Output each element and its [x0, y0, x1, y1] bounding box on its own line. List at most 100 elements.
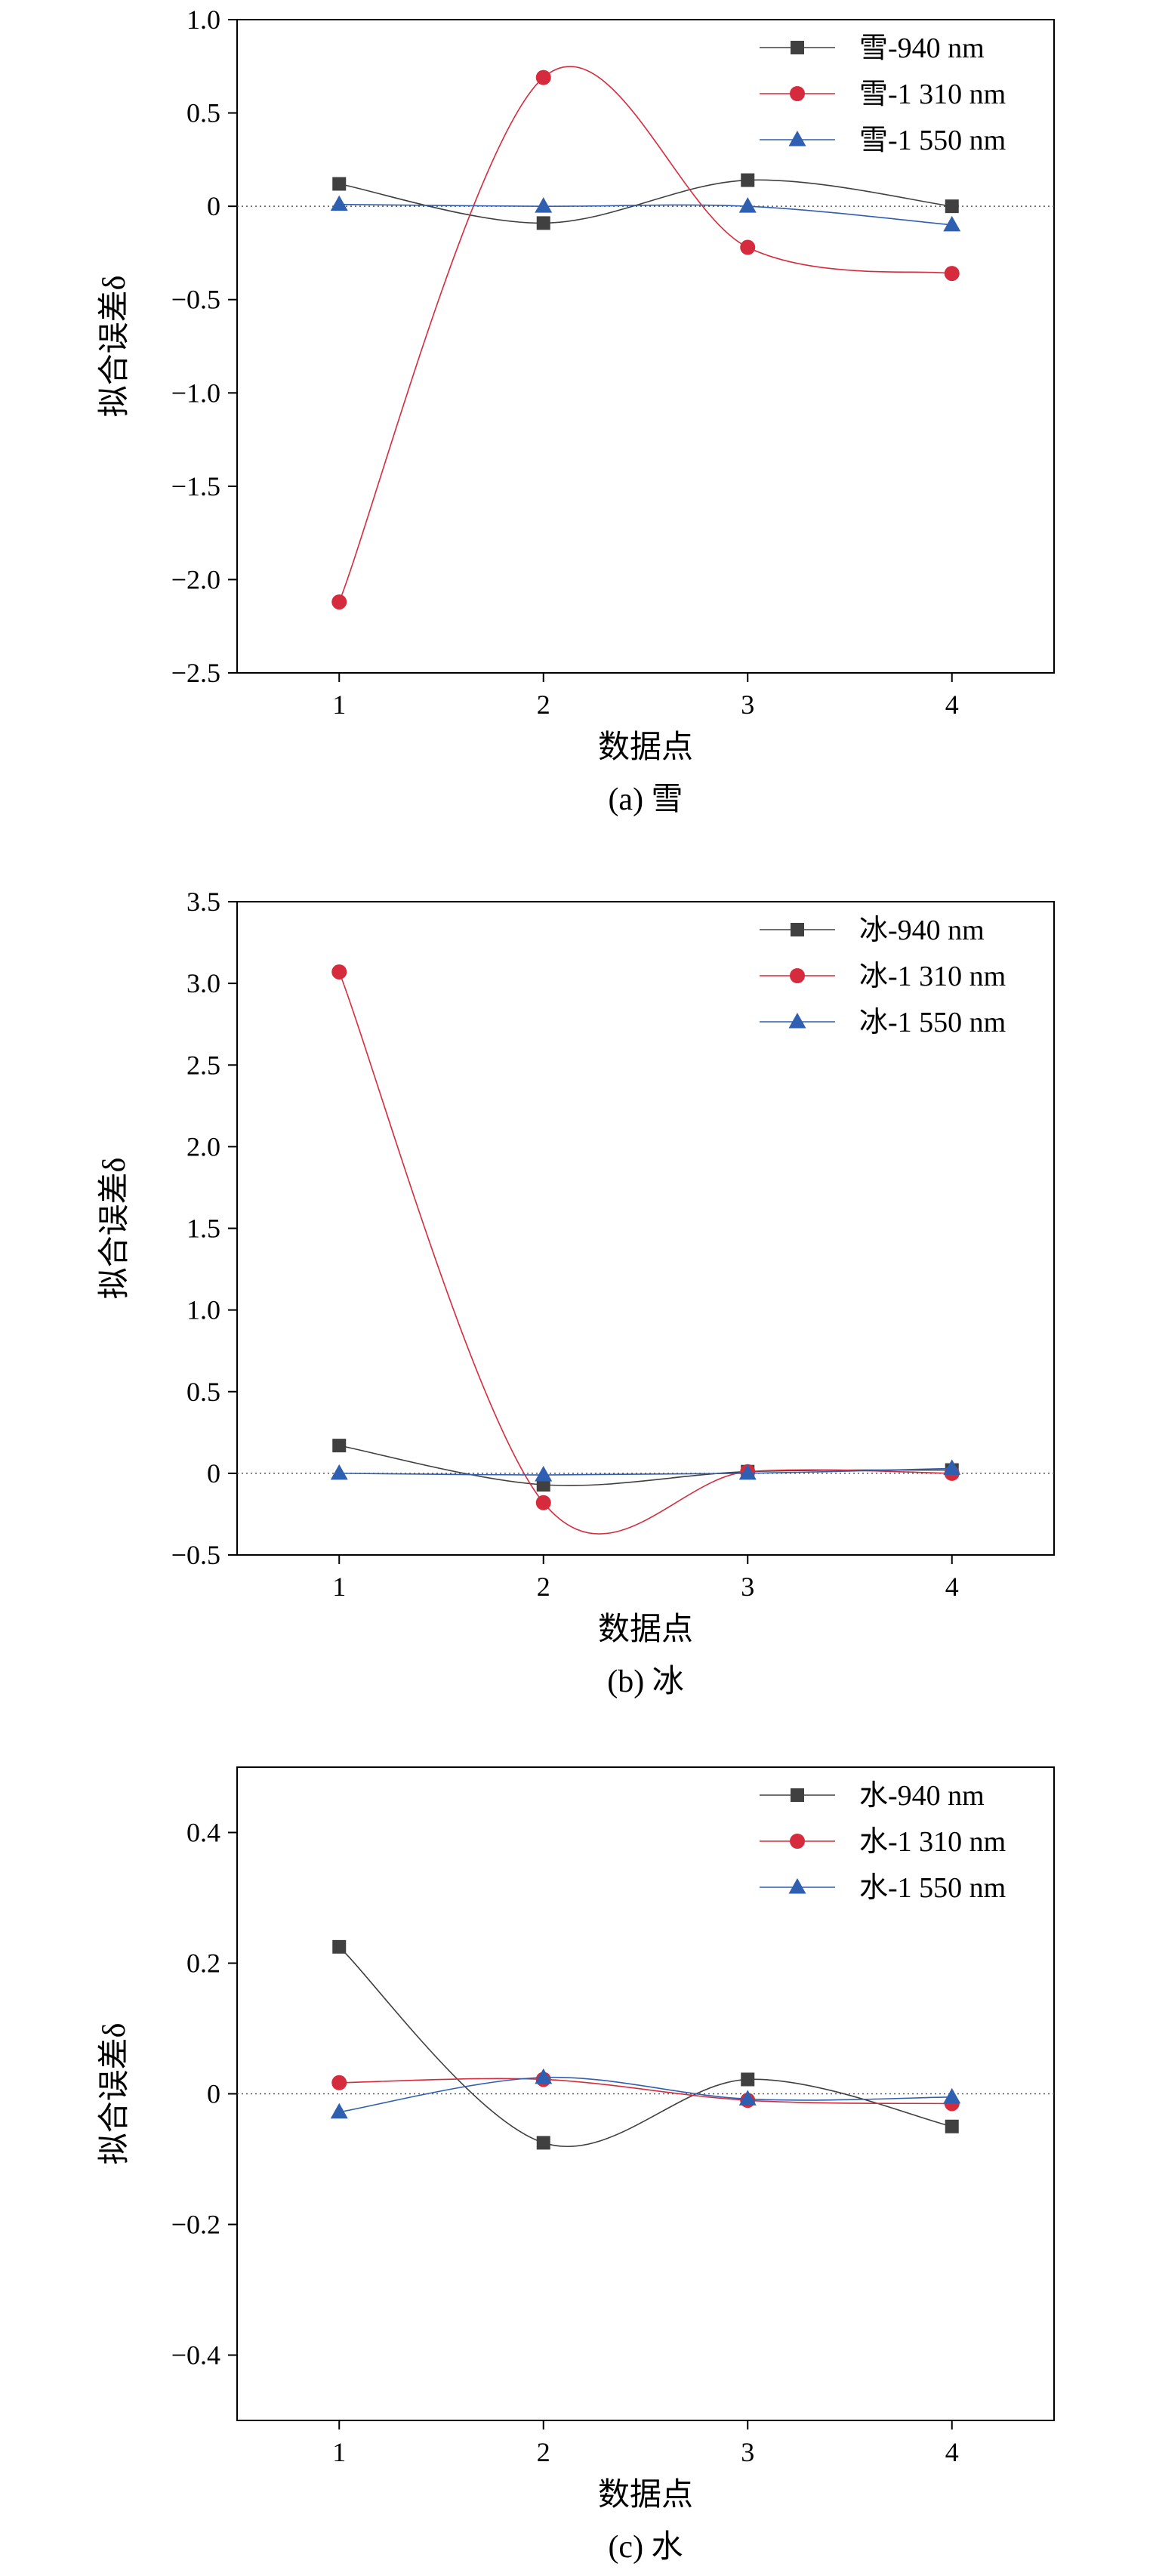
data-point — [332, 177, 347, 191]
y-tick-label: −0.5 — [171, 285, 220, 315]
series-line — [339, 203, 952, 226]
legend-marker — [790, 86, 805, 101]
y-tick-label: −1.0 — [171, 378, 220, 408]
legend-marker — [790, 968, 805, 983]
series-line — [338, 971, 952, 1535]
data-point — [330, 2102, 348, 2119]
x-tick-label: 4 — [945, 690, 959, 720]
x-tick-label: 1 — [332, 2437, 346, 2467]
series-2 — [331, 964, 960, 1535]
data-point — [536, 216, 550, 230]
series-3 — [330, 195, 961, 232]
y-tick-label: 0 — [207, 2079, 220, 2109]
x-tick-label: 2 — [537, 2437, 550, 2467]
data-point — [741, 173, 755, 187]
y-tick-label: 1.0 — [186, 1295, 220, 1325]
legend-marker — [788, 131, 806, 147]
legend-entry-label: 水-1 550 nm — [859, 1872, 1006, 1904]
y-axis-title: 拟合误差δ — [97, 276, 132, 418]
y-tick-label: −2.0 — [171, 564, 220, 594]
data-point — [944, 266, 960, 282]
series-line — [338, 66, 952, 603]
y-tick-label: 3.0 — [186, 968, 220, 998]
y-tick-label: 1.5 — [186, 1214, 220, 1244]
x-tick-label: 2 — [537, 690, 550, 720]
y-tick-label: −0.2 — [171, 2210, 220, 2240]
series-1 — [332, 173, 959, 230]
series-line — [339, 2076, 952, 2113]
legend-entry-label: 冰-1 550 nm — [859, 1007, 1006, 1038]
data-point — [943, 2087, 961, 2104]
x-axis-title: 数据点 — [598, 1612, 693, 1647]
legend-marker — [790, 1834, 805, 1849]
series-line — [338, 1946, 952, 2148]
data-point — [535, 2068, 553, 2084]
data-point — [945, 199, 959, 214]
y-tick-label: 1.0 — [186, 5, 220, 35]
chart-panel-2: 3.5 3.0 2.5 2.0 1.5 1.0 0.5 0 −0.5 1 2 3 4 数据点 拟合误差δ (b… — [97, 887, 1055, 1699]
legend-marker — [788, 1013, 806, 1029]
data-point — [332, 1939, 347, 1954]
y-axis-title: 拟合误差δ — [97, 2023, 132, 2165]
series-line — [339, 1445, 952, 1486]
legend-entry-label: 雪-1 550 nm — [859, 125, 1006, 156]
y-tick-label: 0.5 — [186, 1377, 220, 1407]
y-tick-label: 0.4 — [186, 1818, 220, 1848]
legend-entry-label: 雪-1 310 nm — [859, 79, 1006, 110]
legend: 水-940 nm 水-1 310 nm 水-1 550 nm — [760, 1780, 1006, 1904]
x-tick-label: 4 — [945, 1572, 959, 1602]
x-axis-title: 数据点 — [598, 730, 693, 765]
data-point — [738, 1464, 757, 1480]
data-point — [331, 2075, 347, 2090]
series-1 — [332, 1939, 959, 2150]
data-point — [332, 1439, 347, 1453]
data-point — [535, 1495, 551, 1510]
legend-entry-label: 冰-1 310 nm — [859, 961, 1006, 992]
x-tick-label: 2 — [537, 1572, 550, 1602]
data-point — [943, 1459, 961, 1475]
legend-marker — [791, 923, 804, 936]
data-point — [945, 2119, 959, 2133]
plot-frame — [236, 901, 1055, 1556]
y-tick-label: 2.5 — [186, 1050, 220, 1080]
x-tick-label: 1 — [332, 690, 346, 720]
data-point — [535, 197, 553, 213]
y-tick-label: −1.5 — [171, 471, 220, 501]
legend-entry-label: 冰-940 nm — [859, 915, 985, 946]
series-line — [339, 2078, 952, 2105]
panel-caption: (b) 冰 — [607, 1664, 683, 1699]
plot-frame — [236, 19, 1055, 674]
data-point — [536, 2136, 550, 2150]
chart-panel-3: 0.4 0.2 0 −0.2 −0.4 1 2 3 4 数据点 拟合误差δ (c) 水 水-940 nm… — [97, 1766, 1055, 2565]
y-axis-title: 拟合误差δ — [97, 1158, 132, 1300]
series-line — [339, 179, 952, 224]
chart-panel-1: 1.0 0.5 0 −0.5 −1.0 −1.5 −2.0 −2.5 1 2 3 4 数据点 拟合误差δ (… — [97, 5, 1055, 817]
x-tick-label: 4 — [945, 2437, 959, 2467]
x-tick-label: 3 — [741, 2437, 754, 2467]
legend-marker — [791, 41, 804, 54]
series-3 — [330, 2068, 961, 2119]
x-tick-label: 1 — [332, 1572, 346, 1602]
data-point — [330, 1464, 348, 1480]
data-point — [943, 215, 961, 232]
x-tick-label: 3 — [741, 690, 754, 720]
data-point — [535, 1466, 553, 1482]
data-point — [738, 197, 757, 213]
y-tick-label: −0.5 — [171, 1540, 220, 1570]
y-tick-label: 2.0 — [186, 1131, 220, 1162]
y-tick-label: 0 — [207, 1458, 220, 1489]
data-point — [330, 195, 348, 211]
y-tick-label: −0.4 — [171, 2340, 220, 2371]
data-point — [331, 594, 347, 610]
x-tick-label: 3 — [741, 1572, 754, 1602]
series-2 — [331, 2072, 960, 2112]
legend-entry-label: 水-1 310 nm — [859, 1826, 1006, 1858]
legend-entry-label: 雪-940 nm — [859, 32, 985, 64]
y-tick-label: 0.2 — [186, 1948, 220, 1979]
data-point — [535, 69, 551, 85]
legend-marker — [791, 1788, 804, 1802]
data-point — [740, 239, 756, 255]
series-line — [339, 1467, 952, 1476]
legend: 雪-940 nm 雪-1 310 nm 雪-1 550 nm — [760, 32, 1006, 156]
